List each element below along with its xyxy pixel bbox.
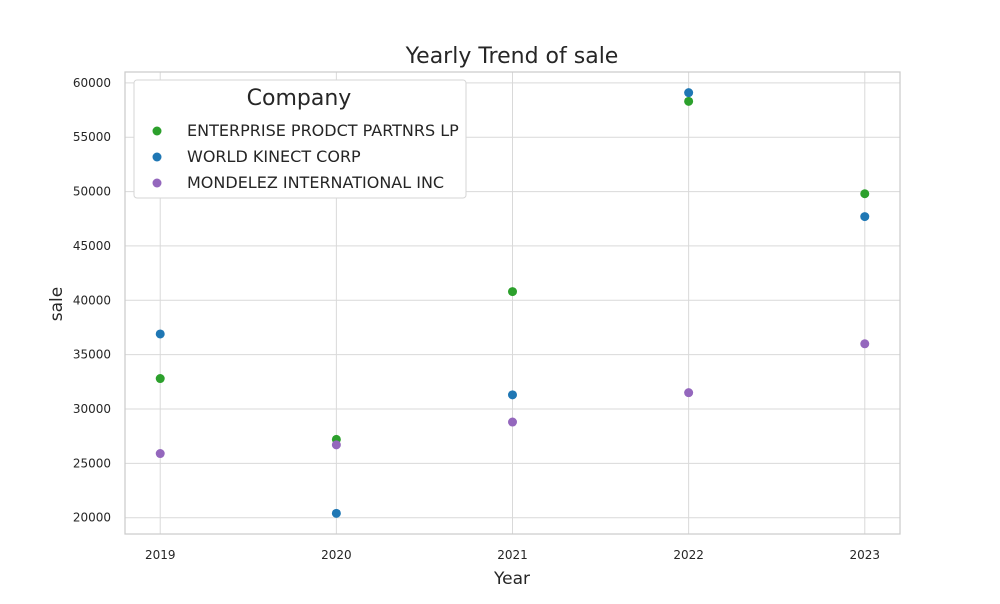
data-point: [155, 449, 165, 459]
y-tick-label: 40000: [73, 293, 111, 307]
legend-marker: [152, 126, 162, 136]
y-tick-label: 45000: [73, 239, 111, 253]
legend-label: WORLD KINECT CORP: [187, 147, 361, 166]
y-tick-label: 55000: [73, 130, 111, 144]
plot-frame: [124, 71, 901, 535]
data-point: [508, 390, 517, 400]
legend-marker: [152, 152, 162, 162]
legend-title: Company: [247, 86, 352, 111]
y-tick-label: 50000: [73, 185, 111, 199]
data-point: [508, 417, 517, 427]
x-tick-label: 2019: [145, 548, 176, 562]
data-point: [508, 287, 517, 297]
legend: Company ENTERPRISE PRODCT PARTNRS LP WORL…: [133, 79, 467, 199]
y-tick-label: 35000: [73, 348, 111, 362]
x-axis-label: Year: [493, 569, 530, 589]
y-tick-label: 25000: [73, 456, 111, 470]
legend-marker: [152, 178, 162, 188]
x-tick-label: 2022: [673, 548, 704, 562]
data-point: [331, 440, 341, 450]
legend-box: [133, 79, 467, 199]
data-point: [331, 508, 341, 518]
chart-title: Yearly Trend of sale: [405, 44, 619, 69]
legend-items: ENTERPRISE PRODCT PARTNRS LP WORLD KINECT…: [152, 121, 459, 192]
y-tick-label: 60000: [73, 76, 111, 90]
x-tick-label: 2020: [321, 548, 352, 562]
data-point: [860, 339, 870, 349]
legend-label: ENTERPRISE PRODCT PARTNRS LP: [187, 121, 459, 140]
x-tick-label: 2021: [497, 548, 528, 562]
tick-layer: 2019 2020 2021 2022 2023 20000 25000 30000 35000…: [73, 76, 880, 562]
x-tick-label: 2023: [849, 548, 880, 562]
y-tick-label: 30000: [73, 402, 111, 416]
data-point: [684, 388, 694, 398]
data-point: [155, 329, 165, 339]
data-point: [684, 96, 694, 106]
y-tick-label: 20000: [73, 511, 111, 525]
data-point: [860, 189, 870, 199]
y-axis-label: sale: [47, 287, 67, 321]
data-point: [155, 374, 165, 384]
data-point: [860, 212, 870, 222]
point-layer: [155, 88, 870, 518]
data-point: [684, 88, 694, 98]
legend-label: MONDELEZ INTERNATIONAL INC: [187, 173, 444, 192]
